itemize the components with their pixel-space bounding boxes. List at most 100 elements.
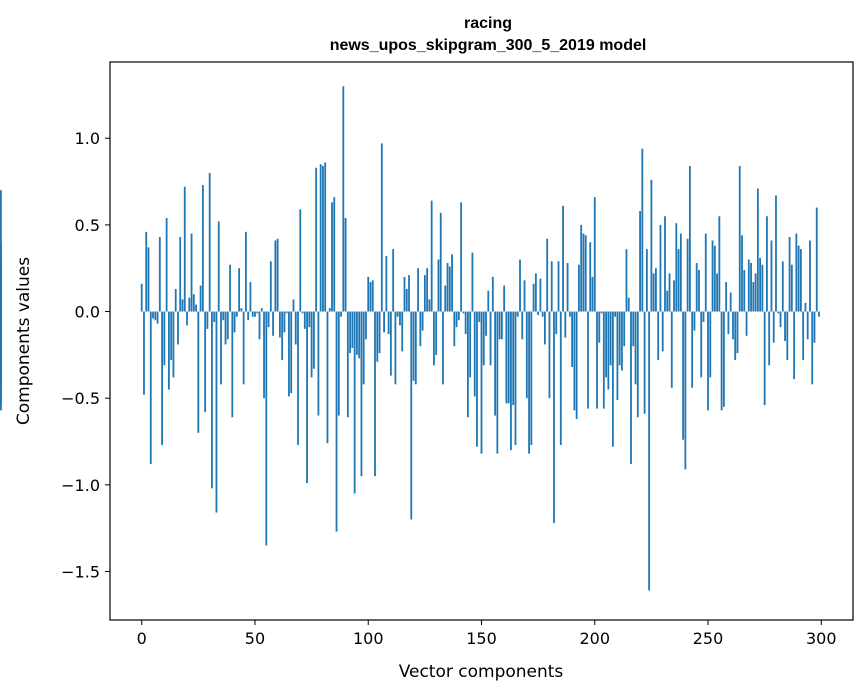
bar-143 [464, 311, 467, 335]
bar-281 [777, 311, 780, 314]
bar-43 [238, 268, 241, 312]
y-tick-label: 0.5 [75, 216, 100, 235]
bar-0 [140, 283, 143, 312]
bar-204 [602, 311, 605, 409]
bar-237 [677, 249, 680, 312]
bar-undefined [0, 243, 2, 312]
bar-9 [161, 311, 163, 445]
bar-133 [442, 311, 444, 385]
bar-41 [233, 311, 236, 333]
bar-96 [358, 311, 361, 359]
bar-199 [591, 276, 594, 312]
bar-231 [664, 216, 666, 312]
bar-200 [593, 197, 596, 312]
bar-47 [247, 311, 250, 321]
y-axis-label: Components values [14, 257, 34, 425]
bar-238 [679, 233, 682, 312]
bar-53 [260, 308, 263, 312]
bar-12 [167, 311, 170, 390]
bar-232 [666, 290, 669, 312]
bar-151 [482, 311, 485, 366]
bar-241 [686, 238, 689, 312]
bar-16 [177, 311, 179, 345]
bar-251 [709, 311, 712, 378]
bar-208 [611, 311, 614, 447]
bar-248 [702, 311, 705, 322]
bar-22 [190, 233, 193, 312]
bar-116 [403, 276, 406, 312]
bar-48 [249, 282, 252, 312]
bar-245 [695, 263, 698, 312]
x-tick-label: 100 [353, 629, 384, 648]
bar-260 [729, 292, 732, 312]
bar-18 [181, 299, 184, 312]
bar-180 [548, 311, 551, 399]
bar-129 [433, 311, 435, 366]
bar-1 [143, 311, 145, 395]
bar-87 [337, 311, 340, 416]
bar-140 [457, 311, 460, 321]
bar-152 [485, 311, 487, 336]
chart-title: racing [464, 15, 512, 32]
bar-216 [630, 311, 632, 465]
bar-64 [285, 311, 288, 314]
bar-122 [417, 268, 419, 312]
bar-182 [553, 311, 555, 523]
bar-57 [269, 261, 272, 312]
bar-209 [614, 311, 617, 317]
bar-170 [525, 311, 528, 399]
bar-35 [220, 311, 222, 385]
bar-58 [272, 311, 274, 336]
bar-198 [589, 242, 592, 312]
bar-258 [725, 282, 728, 312]
x-tick-label: 200 [579, 629, 610, 648]
bar-63 [283, 311, 286, 333]
bar-28 [204, 311, 207, 413]
bar-288 [793, 311, 796, 380]
bar-106 [380, 143, 383, 312]
bar-46 [245, 231, 247, 312]
bar-75 [310, 311, 313, 378]
bar-175 [537, 311, 540, 316]
bar-296 [811, 311, 814, 385]
bar-142 [462, 311, 465, 314]
bar-undefined [0, 311, 2, 388]
bar-217 [632, 311, 635, 347]
bar-201 [596, 311, 598, 409]
bar-34 [217, 221, 220, 312]
bar-99 [365, 311, 367, 340]
bar-112 [394, 311, 397, 385]
bar-77 [315, 167, 318, 312]
bar-123 [419, 311, 422, 347]
bar-10 [163, 311, 166, 366]
bar-171 [528, 311, 530, 454]
bar-298 [815, 207, 818, 312]
bar-218 [634, 311, 637, 385]
bar-219 [636, 311, 639, 418]
bar-29 [206, 311, 209, 329]
y-tick-label: −1.5 [61, 562, 100, 581]
bar-283 [781, 261, 784, 312]
bar-240 [684, 311, 687, 470]
bar-165 [514, 311, 517, 445]
bar-74 [308, 311, 311, 328]
bar-295 [809, 240, 811, 312]
bar-51 [256, 311, 259, 314]
bar-72 [303, 311, 306, 329]
bar-297 [813, 311, 816, 343]
bar-101 [369, 282, 372, 312]
bar-60 [276, 238, 279, 312]
bar-136 [448, 266, 451, 312]
bar-91 [346, 311, 349, 418]
bar-157 [496, 311, 499, 454]
bar-124 [421, 311, 424, 331]
bar-246 [698, 269, 700, 312]
bar-269 [750, 263, 752, 312]
bar-38 [226, 311, 229, 340]
bar-250 [707, 311, 709, 411]
bar-26 [199, 285, 202, 312]
bar-243 [691, 311, 694, 388]
bar-148 [476, 311, 478, 447]
bar-290 [797, 245, 800, 312]
bar-221 [641, 148, 644, 312]
